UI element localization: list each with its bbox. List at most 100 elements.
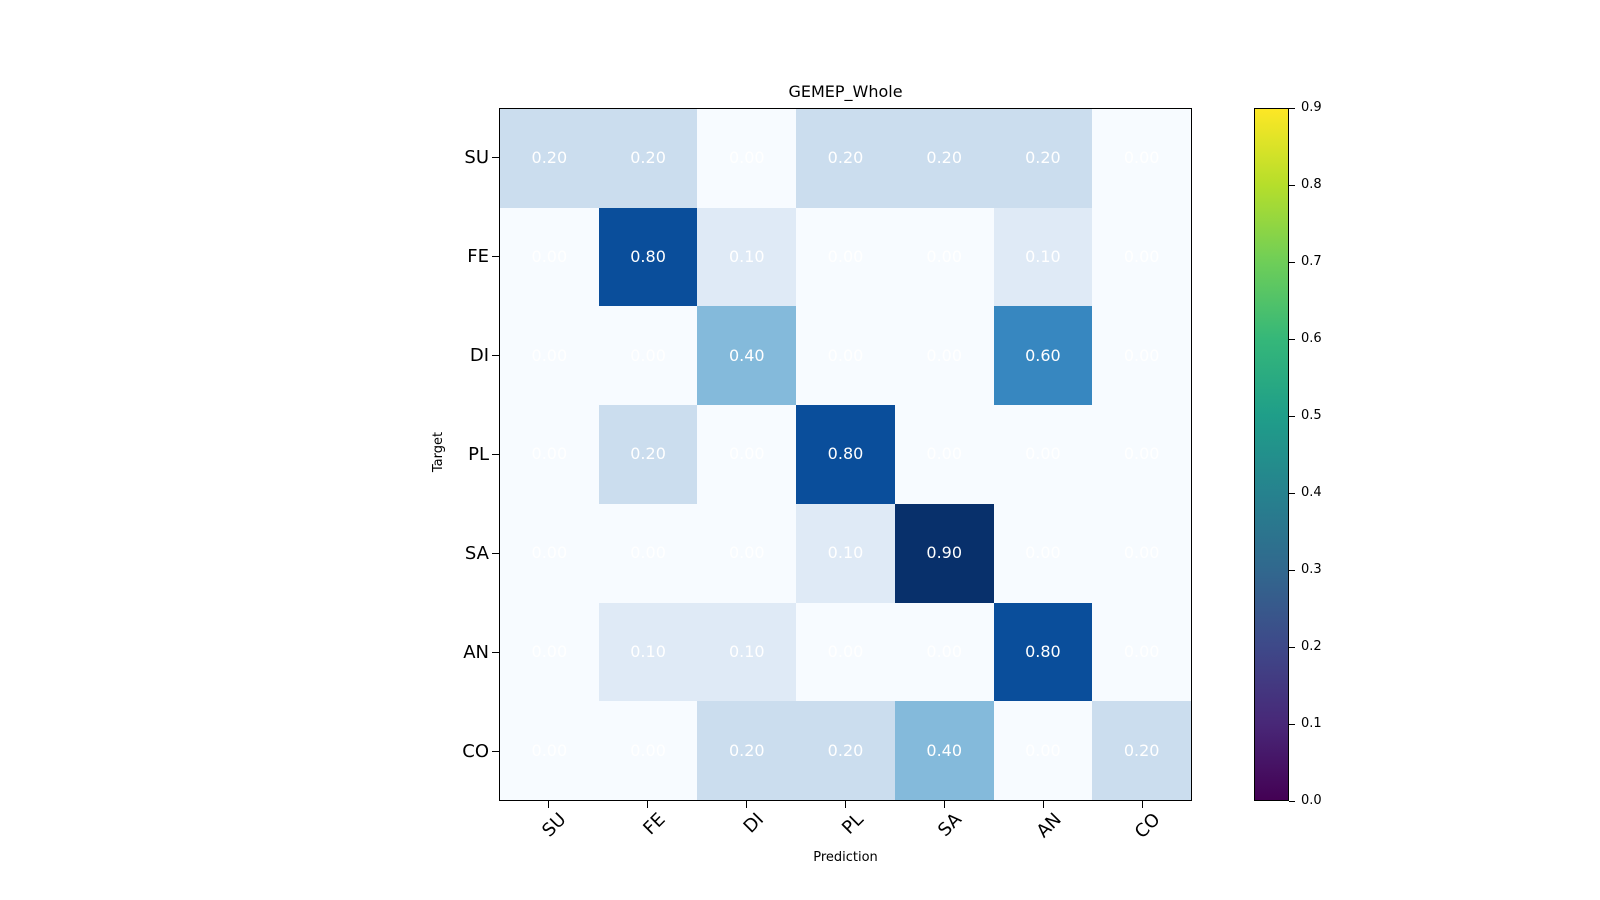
heatmap-cell: 0.20 (697, 701, 797, 800)
heatmap-cell: 0.10 (993, 207, 1093, 307)
x-tick-label: AN (1032, 809, 1066, 843)
y-tick-mark (492, 454, 499, 455)
heatmap-cell: 0.10 (697, 207, 797, 307)
colorbar-tick-label: 0.5 (1301, 408, 1322, 423)
heatmap-cell: 0.40 (697, 306, 797, 406)
heatmap-cell: 0.00 (1092, 405, 1191, 504)
y-tick-mark (492, 652, 499, 653)
heatmap-cell: 0.00 (697, 503, 797, 603)
heatmap-cell: 0.00 (894, 405, 994, 504)
colorbar-tick-mark (1289, 261, 1295, 263)
heatmap-cell: 0.00 (1092, 207, 1191, 307)
heatmap-cell: 0.00 (697, 109, 797, 208)
heatmap-cell: 0.00 (894, 207, 994, 307)
x-tick-label: SU (538, 809, 571, 842)
heatmap-cell: 0.00 (598, 503, 698, 603)
y-axis-title: Target (431, 431, 446, 473)
heatmap-cell: 0.00 (1092, 503, 1191, 603)
y-tick-label: CO (462, 740, 489, 762)
x-axis-title: Prediction (813, 850, 878, 865)
x-tick-label: PL (837, 809, 868, 839)
heatmap-cell: 0.00 (500, 405, 599, 504)
heatmap-cell: 0.90 (894, 503, 994, 603)
heatmap-cell: 0.00 (500, 503, 599, 603)
colorbar-tick-mark (1289, 338, 1295, 340)
x-tick-mark (746, 801, 747, 808)
heatmap-cell: 0.60 (993, 306, 1093, 406)
heatmap-cell: 0.40 (894, 701, 994, 800)
x-tick-mark (944, 801, 945, 808)
x-tick-label: CO (1130, 809, 1165, 843)
colorbar-tick-mark (1289, 800, 1295, 802)
y-tick-mark (492, 751, 499, 752)
heatmap-cell: 0.80 (993, 602, 1093, 702)
colorbar-tick-label: 0.7 (1301, 254, 1322, 269)
heatmap-cell: 0.00 (500, 207, 599, 307)
heatmap-cell: 0.00 (1092, 602, 1191, 702)
colorbar-tick-label: 0.9 (1301, 100, 1322, 115)
heatmap-cell: 0.00 (796, 207, 895, 307)
y-tick-mark (492, 355, 499, 356)
x-tick-label: SA (934, 809, 967, 841)
heatmap-cell: 0.20 (796, 109, 895, 208)
colorbar-tick-mark (1289, 415, 1295, 417)
colorbar-tick-label: 0.4 (1301, 485, 1322, 500)
x-tick-label: DI (739, 809, 769, 838)
heatmap-cell: 0.10 (697, 602, 797, 702)
heatmap-cell: 0.20 (894, 109, 994, 208)
heatmap-cell: 0.00 (796, 306, 895, 406)
colorbar-tick-label: 0.2 (1301, 639, 1322, 654)
y-tick-label: SU (464, 146, 489, 168)
heatmap-cell: 0.20 (500, 109, 599, 208)
heatmap-cell: 0.00 (993, 503, 1093, 603)
colorbar (1254, 108, 1289, 801)
heatmap-cell: 0.00 (796, 602, 895, 702)
heatmap-cell: 0.80 (598, 207, 698, 307)
y-tick-mark (492, 256, 499, 257)
colorbar-tick-mark (1289, 492, 1295, 494)
y-tick-label: AN (463, 641, 489, 663)
colorbar-tick-label: 0.6 (1301, 331, 1322, 346)
heatmap-cell: 0.00 (1092, 306, 1191, 406)
heatmap-cell: 0.00 (993, 405, 1093, 504)
y-tick-mark (492, 553, 499, 554)
heatmap-cell: 0.80 (796, 405, 895, 504)
chart-title: GEMEP_Whole (788, 82, 903, 101)
heatmap-cell: 0.10 (598, 602, 698, 702)
heatmap-cell: 0.00 (598, 306, 698, 406)
colorbar-tick-mark (1289, 107, 1295, 109)
heatmap-plot-area: 0.20 0.20 0.00 0.20 0.20 0.20 0.00 0.00 0.80 0.10… (499, 108, 1192, 801)
x-tick-mark (548, 801, 549, 808)
y-tick-label: FE (467, 245, 489, 267)
heatmap-cell: 0.00 (993, 701, 1093, 800)
heatmap-cell: 0.20 (1092, 701, 1191, 800)
heatmap-cell: 0.00 (894, 602, 994, 702)
heatmap-cell: 0.00 (500, 602, 599, 702)
heatmap-cell: 0.20 (598, 109, 698, 208)
y-tick-label: SA (464, 542, 489, 564)
heatmap-cell: 0.00 (894, 306, 994, 406)
y-tick-label: DI (469, 344, 489, 366)
colorbar-tick-mark (1289, 723, 1295, 725)
y-tick-label: PL (468, 443, 489, 465)
y-tick-mark (492, 157, 499, 158)
x-tick-label: FE (639, 809, 670, 840)
heatmap-cell: 0.00 (598, 701, 698, 800)
x-tick-mark (1043, 801, 1044, 808)
x-tick-mark (647, 801, 648, 808)
colorbar-tick-label: 0.0 (1301, 793, 1322, 808)
heatmap-cell: 0.10 (796, 503, 895, 603)
x-tick-mark (1142, 801, 1143, 808)
colorbar-tick-label: 0.8 (1301, 177, 1322, 192)
colorbar-tick-label: 0.1 (1301, 716, 1322, 731)
heatmap-cell: 0.00 (1092, 109, 1191, 208)
heatmap-cell: 0.00 (697, 405, 797, 504)
heatmap-cell: 0.20 (993, 109, 1093, 208)
x-tick-mark (845, 801, 846, 808)
heatmap-cell: 0.00 (500, 701, 599, 800)
heatmap-cell: 0.00 (500, 306, 599, 406)
heatmap-cell: 0.20 (796, 701, 895, 800)
colorbar-tick-label: 0.3 (1301, 562, 1322, 577)
colorbar-tick-mark (1289, 569, 1295, 571)
